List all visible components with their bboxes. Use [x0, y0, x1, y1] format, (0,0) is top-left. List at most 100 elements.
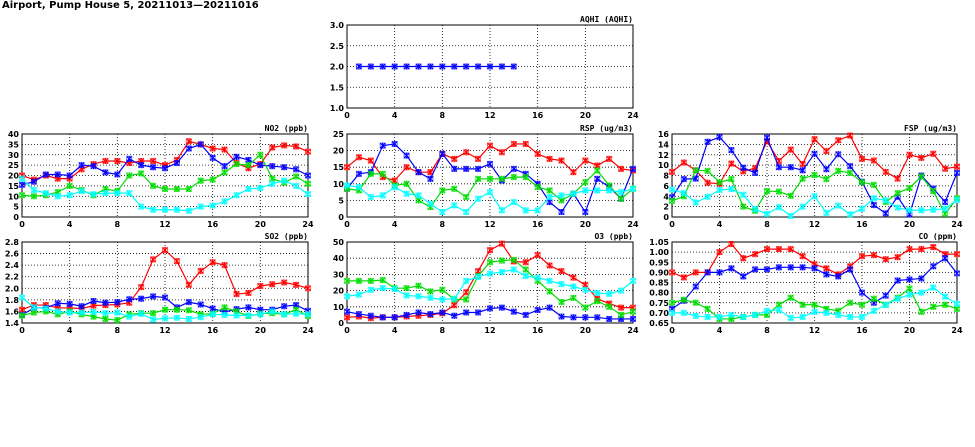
data-point-red [847, 132, 854, 139]
marker-star [185, 281, 192, 288]
data-point-blue [367, 63, 374, 70]
marker-star [281, 177, 288, 184]
data-point-cyan [594, 187, 601, 194]
marker-star [510, 308, 517, 315]
data-point-green [487, 259, 493, 266]
y-tick-label: 10 [333, 180, 345, 189]
marker-star [293, 173, 299, 180]
chart-co: 0.650.700.750.800.85 0.900.951.001.05 0 4 8 1… [649, 232, 963, 335]
x-tick-label: 16 [856, 326, 868, 335]
marker-star [451, 295, 458, 302]
data-point-cyan [498, 268, 505, 275]
data-point-blue [918, 275, 925, 282]
data-point-cyan [221, 198, 228, 205]
data-point-red [269, 144, 276, 151]
marker-star [918, 275, 925, 282]
chart-title: O3 (ppb) [594, 232, 633, 241]
marker-star [534, 274, 541, 281]
data-point-cyan [54, 193, 61, 200]
data-point-blue [463, 309, 470, 316]
data-point-red [918, 154, 925, 161]
data-point-cyan [894, 204, 901, 211]
marker-star [606, 155, 613, 162]
marker-star [463, 194, 470, 201]
marker-star [799, 301, 806, 308]
data-point-green [439, 187, 446, 194]
data-point-blue [799, 264, 806, 271]
data-point-red [918, 246, 925, 253]
data-point-blue [930, 263, 937, 270]
marker-star [558, 157, 565, 164]
marker-star [775, 301, 782, 308]
data-point-red [906, 246, 913, 253]
marker-star [918, 154, 925, 161]
data-point-cyan [582, 286, 589, 293]
marker-star [775, 204, 782, 211]
data-point-cyan [403, 292, 410, 299]
data-point-blue [126, 155, 133, 162]
marker-star [847, 163, 854, 170]
marker-star [558, 313, 565, 320]
y-tick-label: 0.65 [649, 319, 669, 328]
data-point-blue [138, 162, 145, 169]
marker-star [859, 205, 865, 212]
data-point-blue [498, 304, 505, 311]
data-point-blue [716, 269, 723, 276]
marker-star [403, 180, 410, 187]
data-point-cyan [954, 196, 960, 203]
marker-star [630, 165, 636, 172]
data-point-blue [54, 171, 61, 178]
marker-star [31, 187, 37, 194]
data-point-green [546, 288, 553, 295]
marker-star [126, 296, 133, 303]
marker-star [221, 304, 228, 311]
marker-star [787, 164, 794, 171]
marker-star [245, 312, 252, 319]
marker-star [356, 291, 362, 298]
y-tick-label: 8 [663, 172, 669, 181]
marker-star [197, 203, 204, 210]
y-tick-label: 0.80 [649, 289, 669, 298]
data-point-green [775, 188, 782, 195]
data-point-blue [403, 63, 410, 70]
marker-star [618, 195, 624, 202]
marker-star [185, 315, 192, 322]
marker-star [546, 304, 553, 311]
marker-star [209, 176, 216, 183]
data-point-cyan [692, 312, 699, 319]
marker-star [126, 190, 133, 197]
data-point-red [618, 304, 625, 311]
data-point-blue [173, 160, 180, 167]
data-point-blue [510, 63, 517, 70]
marker-star [356, 311, 362, 318]
chart-rsp: 0 5 10 15 20 25 0 4 8 12 16 20 24 RSP (ug/m3) [333, 124, 639, 229]
y-tick-label: 12 [658, 151, 669, 160]
marker-star [174, 185, 180, 192]
data-point-cyan [775, 306, 782, 313]
data-point-cyan [233, 312, 240, 319]
data-point-red [534, 150, 541, 157]
marker-star [835, 167, 842, 174]
data-point-green [692, 299, 699, 306]
marker-star [752, 206, 759, 213]
marker-star [630, 185, 636, 192]
page-title: Airport, Pump House 5, 20211013—20211016 [2, 0, 259, 11]
marker-star [669, 269, 675, 276]
y-tick-label: 16 [658, 130, 670, 139]
data-point-blue [859, 289, 865, 296]
y-tick-label: 20 [333, 147, 345, 156]
marker-star [475, 273, 481, 280]
y-tick-label: 1.05 [649, 238, 669, 247]
marker-star [558, 281, 565, 288]
marker-star [558, 268, 565, 275]
y-tick-label: 0.90 [649, 268, 669, 277]
x-tick-label: 16 [532, 326, 544, 335]
data-point-green [692, 167, 699, 174]
data-point-red [487, 142, 493, 149]
marker-star [403, 152, 410, 159]
marker-star [305, 285, 311, 292]
data-point-red [522, 140, 529, 147]
marker-star [391, 140, 398, 147]
data-point-green [823, 176, 830, 183]
marker-star [415, 63, 422, 70]
